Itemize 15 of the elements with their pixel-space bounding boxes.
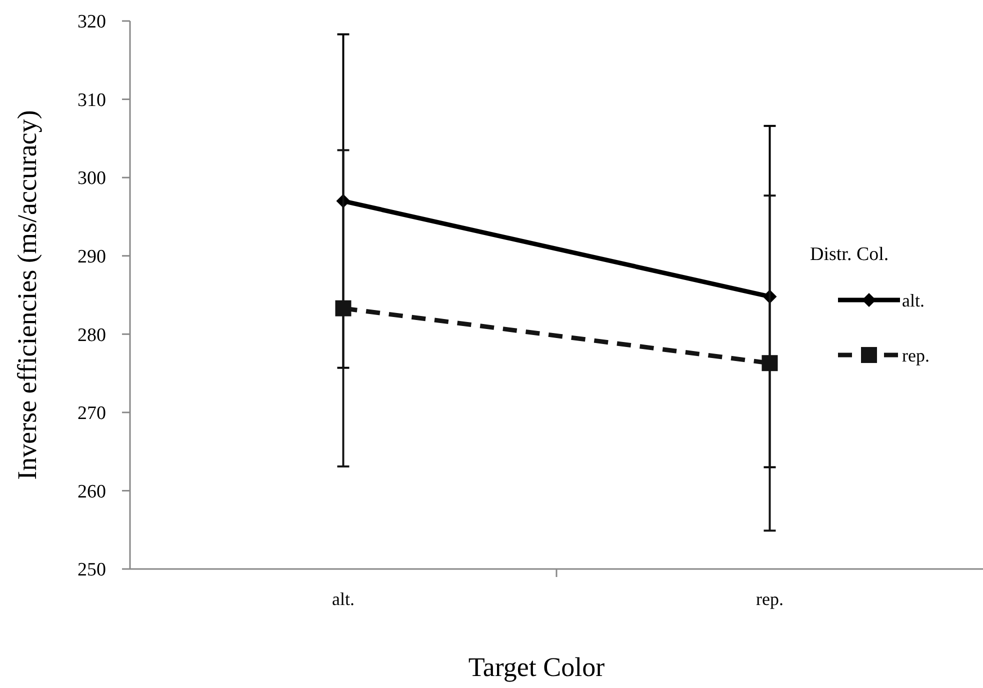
legend-title: Distr. Col.: [810, 244, 889, 265]
y-tick-label: 320: [78, 12, 106, 33]
legend-label: alt.: [902, 290, 924, 310]
point: [762, 355, 778, 372]
y-tick-label: 300: [78, 168, 106, 190]
y-tick-label: 290: [78, 246, 106, 268]
legend-label: rep.: [902, 345, 930, 366]
y-axis-title: Inverse efficiencies (ms/accuracy): [12, 110, 42, 480]
x-axis-title: Target Color: [468, 652, 605, 682]
point: [335, 300, 352, 316]
y-tick-label: 260: [78, 481, 106, 502]
y-tick-label: 310: [78, 90, 106, 111]
y-tick-label: 270: [78, 403, 106, 424]
y-tick-label: 250: [78, 560, 106, 581]
y-tick-label: 280: [78, 324, 106, 346]
